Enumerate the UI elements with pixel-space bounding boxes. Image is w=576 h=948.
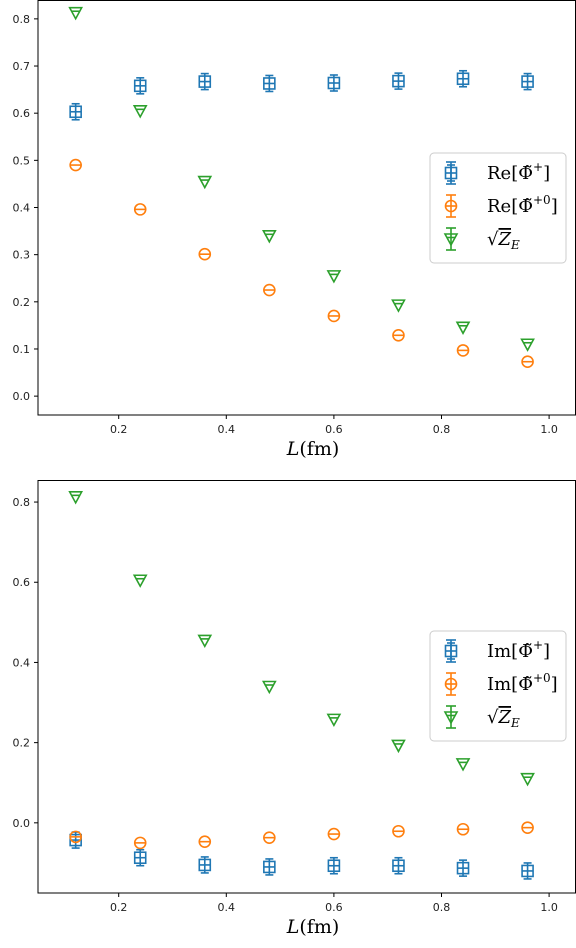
x-tick-label: 1.0 (540, 423, 558, 436)
data-point (132, 105, 148, 119)
legend-label: Re[Φ̃+0] (487, 193, 558, 217)
series-0 (69, 69, 534, 121)
data-point (455, 321, 471, 335)
bottom-panel-im: 0.2 0.4 0.6 0.8 1.0 0.0 0.2 0.4 0.6 0.8 L(fm) Im[Φ̃… (13, 480, 576, 938)
y-tick-label: 0.2 (13, 737, 31, 750)
y-tick-label: 0.5 (13, 154, 31, 167)
x-tick-label: 0.2 (110, 901, 128, 914)
legend-box (429, 630, 567, 742)
top-panel-re: 0.2 0.4 0.6 0.8 1.0 0.0 0.1 0.2 0.3 0.4 0.5 0.6 0.7 0… (13, 0, 576, 460)
data-point (391, 299, 406, 313)
x-tick-label: 0.8 (433, 423, 451, 436)
legend-marker (443, 711, 459, 725)
y-tick-label: 0.4 (13, 656, 31, 669)
x-tick-label: 0.4 (218, 901, 236, 914)
data-point (326, 713, 342, 728)
legend-label: Im[Φ̃+] (487, 638, 550, 662)
data-point (197, 634, 213, 649)
legend-label: √ZE (487, 707, 520, 730)
x-tick-label: 1.0 (540, 901, 558, 914)
x-axis-label: L(fm) (286, 438, 340, 460)
x-tick-label: 0.2 (110, 423, 128, 436)
x-tick-label: 0.6 (325, 901, 343, 914)
series-2 (68, 6, 535, 352)
y-tick-label: 0.4 (13, 202, 31, 215)
legend: Re[Φ̃+] Re[Φ̃+0] √ZE (429, 152, 567, 264)
legend-box (429, 152, 567, 264)
data-point (68, 6, 84, 21)
data-point (261, 229, 277, 244)
y-tick-label: 0.1 (13, 343, 31, 356)
series-0 (69, 831, 534, 880)
legend-label: √ZE (487, 229, 520, 252)
y-tick-label: 0.0 (13, 817, 31, 830)
x-axis-label: L(fm) (286, 916, 340, 938)
x-tick-label: 0.8 (433, 901, 451, 914)
data-point (132, 574, 148, 588)
legend-label: Im[Φ̃+0] (487, 671, 558, 695)
x-tick-label: 0.6 (325, 423, 343, 436)
data-point (520, 338, 535, 352)
y-tick-label: 0.7 (13, 60, 31, 73)
y-tick-label: 0.2 (13, 296, 31, 309)
data-point (261, 680, 277, 695)
y-tick-label: 0.3 (13, 249, 31, 262)
y-tick-label: 0.6 (13, 107, 31, 120)
data-point (391, 739, 406, 754)
series-1 (69, 821, 534, 850)
data-point (455, 758, 471, 772)
legend-marker (443, 233, 459, 247)
y-tick-label: 0.0 (13, 390, 31, 403)
legend-label: Re[Φ̃+] (487, 160, 550, 184)
data-point (520, 772, 535, 787)
series-1 (69, 158, 534, 369)
legend: Im[Φ̃+] Im[Φ̃+0] √ZE (429, 630, 567, 742)
y-tick-label: 0.6 (13, 576, 31, 589)
data-point (197, 175, 213, 190)
data-point (326, 270, 342, 284)
data-point (68, 491, 84, 505)
y-tick-label: 0.8 (13, 13, 31, 26)
y-tick-label: 0.8 (13, 496, 31, 509)
x-tick-label: 0.4 (218, 423, 236, 436)
series-2 (68, 491, 535, 787)
